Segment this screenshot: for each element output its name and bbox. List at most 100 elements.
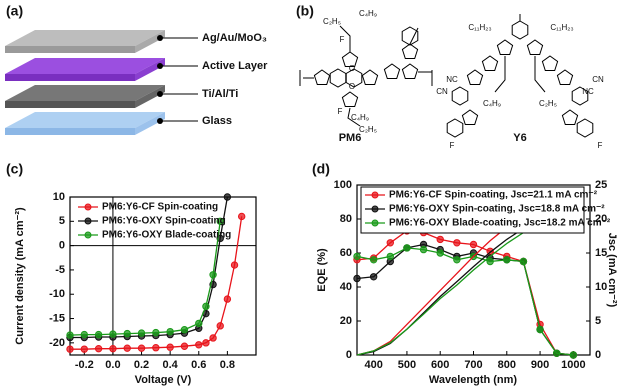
data-point (137, 344, 146, 352)
data-point (123, 329, 131, 338)
data-point (66, 345, 74, 353)
atom-label: C₂H₅ (539, 99, 557, 108)
data-point (216, 217, 224, 226)
data-point (503, 256, 511, 264)
y-tick-label: -10 (49, 288, 65, 300)
x-tick-label: 500 (398, 359, 416, 371)
x-axis-label: Voltage (V) (135, 374, 192, 386)
data-point (166, 343, 174, 351)
data-point (80, 330, 89, 339)
pm6-structure (299, 25, 433, 127)
y-tick-label: 10 (53, 191, 65, 203)
y-tick-label: 20 (340, 315, 352, 327)
data-point (180, 342, 189, 350)
y-tick-label: 0 (59, 240, 65, 252)
legend-marker (84, 217, 92, 225)
data-point (536, 325, 544, 334)
y2-tick-label: 20 (595, 213, 607, 225)
legend-marker (371, 191, 379, 199)
layer-label: Active Layer (202, 60, 268, 72)
x-tick-label: 600 (431, 359, 449, 371)
data-point (223, 295, 232, 303)
data-point (436, 249, 444, 257)
atom-label: O (349, 82, 355, 91)
data-point (152, 344, 160, 352)
atom-label: C₂H₅ (323, 17, 341, 26)
y-tick-label: -20 (49, 337, 65, 349)
y2-tick-label: 15 (595, 247, 607, 259)
atom-label: NC (582, 87, 594, 96)
data-point (436, 235, 444, 244)
y-tick-label: 0 (346, 349, 352, 361)
data-point (237, 212, 246, 221)
data-point (230, 261, 239, 269)
series-line (356, 230, 574, 356)
data-point (94, 330, 103, 339)
legend-marker (84, 203, 92, 211)
y-tick-label: -5 (55, 264, 65, 276)
y-tick-label: 5 (59, 215, 65, 227)
x-tick-label: 0.8 (220, 359, 235, 371)
data-point (80, 345, 89, 353)
atom-label: CN (436, 87, 448, 96)
data-point (369, 273, 378, 281)
x-tick-label: -0.2 (75, 359, 94, 371)
atom-label: NC (446, 75, 458, 84)
x-tick-label: 0.0 (105, 359, 120, 371)
data-point (386, 252, 394, 261)
series-line (356, 230, 574, 356)
panel-label: (c) (6, 161, 23, 177)
data-point (369, 256, 378, 264)
data-point (195, 341, 203, 349)
y6-structure (446, 14, 594, 138)
legend-label: PM6:Y6-CF Spin-coating, Jsc=21.1 mA cm⁻² (389, 190, 598, 201)
legend-label: PM6:Y6-OXY Blade-coating (102, 230, 231, 241)
data-point (453, 256, 461, 264)
data-point (353, 274, 361, 283)
legend-label: PM6:Y6-OXY Spin-coating (102, 216, 226, 227)
data-point (195, 319, 203, 328)
panel-label: (b) (296, 3, 314, 19)
data-point (519, 257, 528, 266)
atom-label: C₄H₉ (359, 9, 377, 18)
atom-label: CN (592, 75, 604, 84)
data-point (216, 322, 224, 330)
y-tick-label: 40 (340, 281, 352, 293)
x-tick-label: 0.4 (163, 359, 179, 371)
x-tick-label: 400 (364, 359, 382, 371)
panel-label: (a) (6, 3, 23, 19)
x-tick-label: 1000 (561, 359, 585, 371)
data-point (166, 327, 174, 336)
data-point (66, 331, 74, 339)
data-point (137, 329, 146, 337)
x-tick-label: 700 (464, 359, 482, 371)
data-point (202, 339, 210, 347)
layer-label: Ag/Au/MoO₃ (202, 32, 267, 44)
x-tick-label: 800 (498, 359, 516, 371)
plot-frame (69, 196, 257, 356)
data-point (180, 326, 189, 334)
atom-label: O (349, 64, 355, 73)
data-point (209, 271, 217, 279)
atom-label: C₄H₉ (351, 113, 369, 122)
layer-label: Glass (202, 115, 232, 127)
data-point (419, 245, 428, 254)
device-stack (5, 30, 198, 135)
y2-tick-label: 0 (595, 349, 601, 361)
data-point (109, 344, 117, 353)
data-point (486, 257, 494, 266)
data-point (202, 302, 210, 311)
data-point (123, 344, 131, 352)
data-point (109, 330, 117, 338)
y2-tick-label: 10 (595, 281, 607, 293)
legend-marker (371, 219, 379, 227)
atom-label: C₁₁H₂₃ (550, 23, 573, 32)
y2-axis-label: Jsc (mA cm⁻²) (606, 233, 618, 308)
y-tick-label: 100 (334, 179, 352, 191)
x-tick-label: 0.2 (134, 359, 149, 371)
data-point (453, 239, 461, 247)
y-axis-label: EQE (%) (316, 248, 328, 292)
atom-label: F (338, 107, 343, 116)
data-point (403, 244, 411, 252)
